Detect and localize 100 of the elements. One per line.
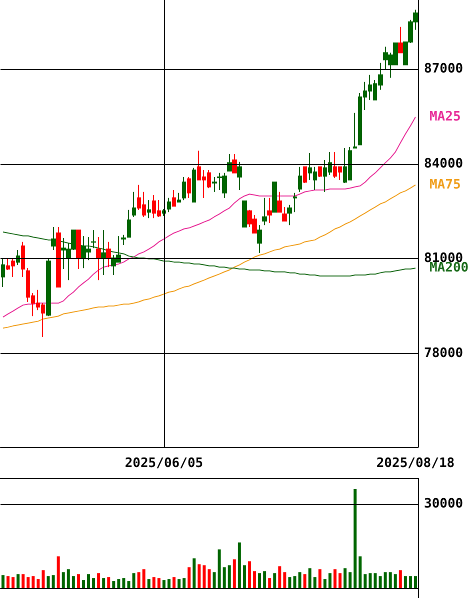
candlestick bbox=[51, 226, 56, 251]
bar bbox=[87, 574, 90, 588]
candlestick bbox=[172, 189, 176, 207]
bar bbox=[147, 579, 150, 588]
candlestick bbox=[46, 257, 51, 317]
bar bbox=[404, 576, 407, 588]
bar bbox=[218, 549, 221, 588]
candlestick bbox=[132, 191, 136, 218]
bar bbox=[168, 579, 170, 588]
bar bbox=[273, 573, 276, 588]
bar bbox=[253, 571, 256, 588]
bar bbox=[334, 569, 336, 588]
bar bbox=[368, 573, 372, 588]
bar bbox=[182, 578, 186, 588]
bar bbox=[222, 567, 226, 588]
bar bbox=[1, 575, 4, 588]
bar bbox=[22, 574, 25, 588]
bar bbox=[202, 565, 206, 588]
bar bbox=[384, 572, 387, 588]
candlestick bbox=[262, 197, 267, 226]
candlestick bbox=[1, 257, 5, 288]
x-tick-label: 2025/06/05 bbox=[124, 456, 204, 471]
candlestick bbox=[16, 250, 20, 266]
bar bbox=[278, 566, 282, 588]
candlestick bbox=[282, 206, 287, 222]
candlestick bbox=[106, 241, 111, 268]
bar bbox=[338, 573, 342, 588]
text: 30000 bbox=[424, 496, 464, 512]
bar bbox=[408, 576, 412, 588]
bar bbox=[117, 579, 120, 588]
line-series bbox=[2, 232, 416, 276]
bar bbox=[72, 576, 75, 588]
candlestick bbox=[237, 161, 242, 190]
bar bbox=[288, 577, 292, 588]
candlestick bbox=[187, 176, 191, 198]
bar bbox=[242, 565, 246, 588]
candlestick bbox=[147, 200, 151, 219]
bar bbox=[374, 573, 377, 588]
candlestick bbox=[56, 226, 61, 288]
bar bbox=[142, 569, 146, 588]
candlestick bbox=[121, 234, 126, 246]
candlestick bbox=[257, 224, 262, 254]
candlestick bbox=[267, 197, 272, 224]
bar bbox=[56, 556, 60, 588]
bar bbox=[258, 573, 262, 588]
bar bbox=[323, 579, 326, 588]
candlestick bbox=[21, 241, 25, 278]
bar bbox=[188, 567, 191, 588]
bar bbox=[394, 574, 397, 588]
candlestick bbox=[96, 236, 101, 281]
bar bbox=[198, 564, 201, 588]
candlestick bbox=[162, 208, 166, 216]
line-series bbox=[2, 184, 416, 329]
y-tick-label: 84000 bbox=[424, 156, 464, 172]
bar bbox=[122, 578, 126, 588]
bar bbox=[268, 578, 272, 588]
series-label: MA25 bbox=[429, 109, 461, 124]
bar bbox=[248, 561, 251, 588]
bar bbox=[127, 581, 130, 588]
bar bbox=[378, 576, 382, 588]
candlestick bbox=[212, 176, 217, 192]
bar bbox=[318, 569, 322, 588]
bar bbox=[46, 576, 50, 588]
bar bbox=[107, 577, 110, 588]
bar bbox=[157, 578, 160, 588]
bar bbox=[308, 568, 312, 588]
bar bbox=[364, 574, 367, 588]
candlestick bbox=[398, 26, 403, 54]
candlestick bbox=[303, 166, 307, 184]
candlestick bbox=[298, 166, 302, 192]
bar bbox=[132, 573, 136, 588]
bar bbox=[192, 558, 196, 588]
candlestick bbox=[272, 182, 277, 213]
bar bbox=[92, 578, 96, 588]
x-tick-label: 2025/08/18 bbox=[376, 456, 455, 471]
bar bbox=[178, 579, 181, 588]
candlestick bbox=[167, 197, 171, 213]
bar bbox=[414, 576, 417, 588]
candlestick bbox=[353, 112, 357, 148]
candlestick bbox=[232, 153, 237, 174]
bar bbox=[112, 581, 116, 588]
bar bbox=[16, 574, 20, 588]
bar bbox=[303, 574, 306, 588]
bar bbox=[313, 577, 316, 588]
candlestick bbox=[227, 153, 232, 172]
candlestick bbox=[91, 230, 96, 249]
bar bbox=[12, 577, 15, 588]
bar bbox=[358, 556, 362, 588]
candlestick bbox=[242, 200, 247, 228]
bar bbox=[52, 575, 55, 588]
bar bbox=[42, 570, 45, 588]
bar bbox=[293, 576, 296, 588]
bar bbox=[62, 572, 65, 588]
bar bbox=[232, 559, 236, 588]
bar bbox=[97, 573, 100, 588]
candlestick bbox=[287, 204, 292, 226]
candlestick bbox=[127, 209, 131, 238]
bar bbox=[263, 571, 266, 588]
bar bbox=[102, 578, 106, 588]
candlestick bbox=[277, 191, 282, 213]
